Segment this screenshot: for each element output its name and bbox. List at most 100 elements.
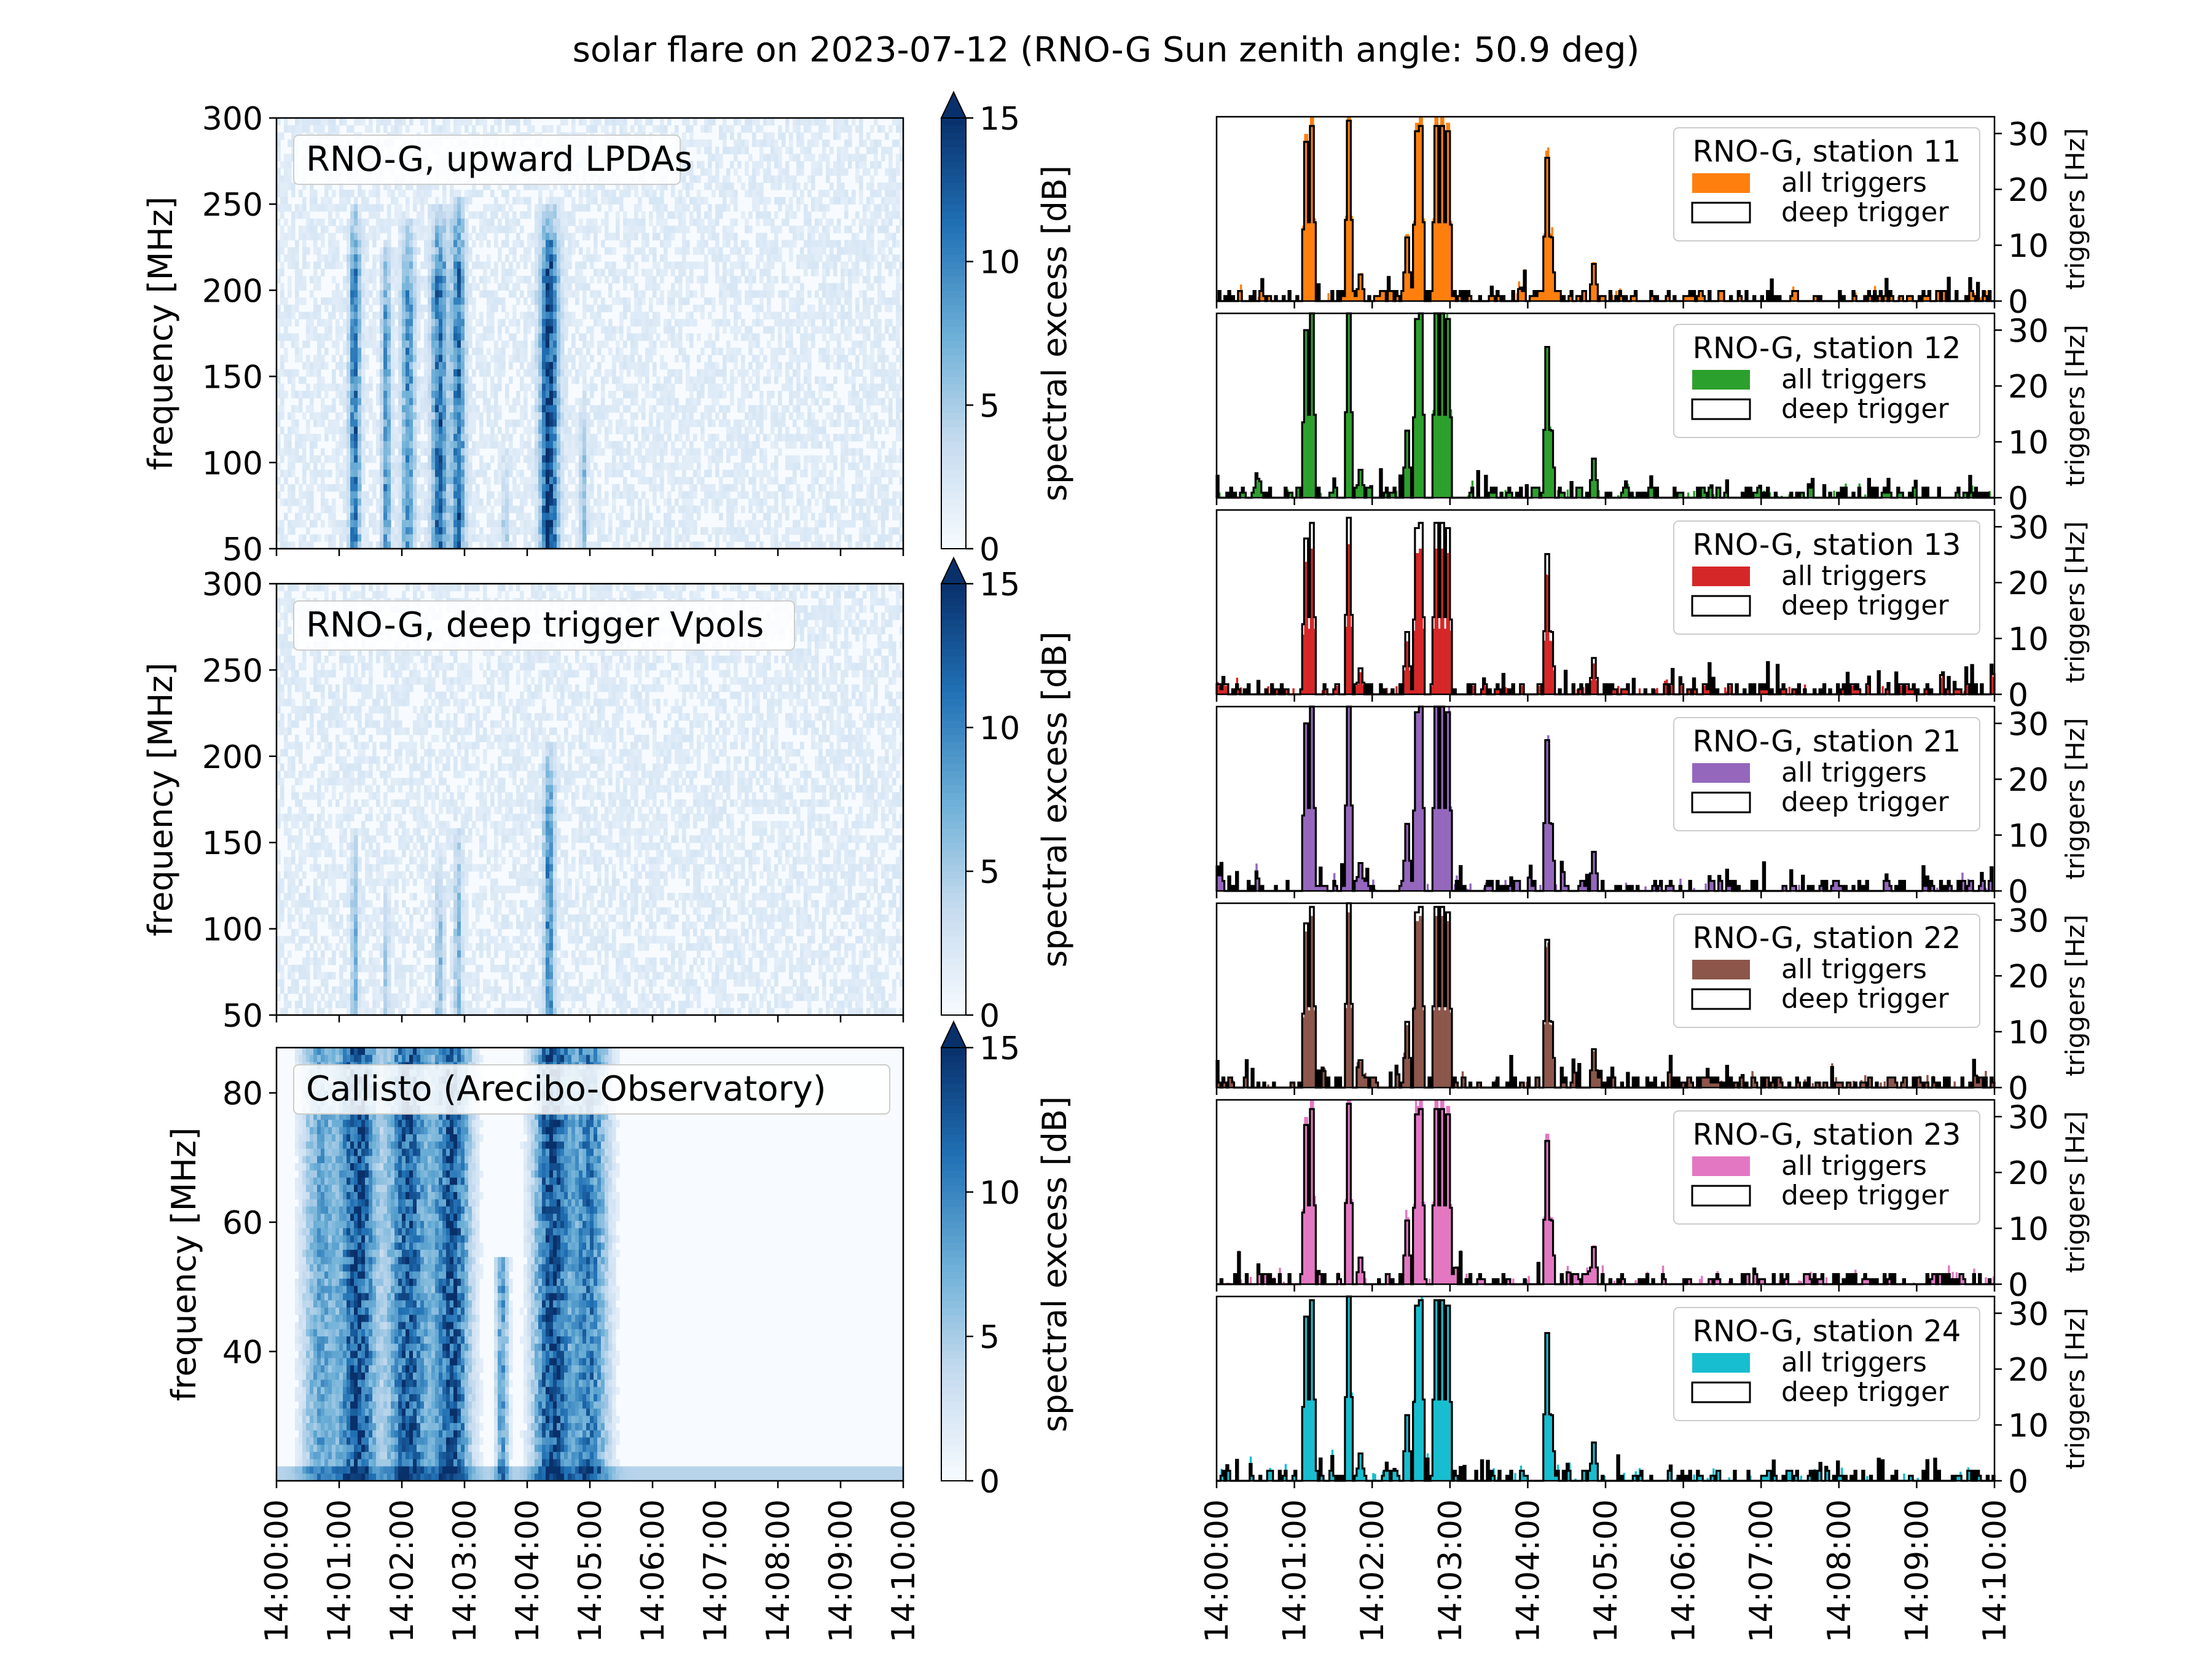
heatmap-cell [413,441,417,449]
heatmap-cell [594,369,598,377]
heatmap-cell [461,240,465,248]
heatmap-cell [560,362,565,369]
heatmap-cell [413,269,417,276]
heatmap-cell [288,161,292,168]
heatmap-cell [494,204,498,211]
heatmap-cell [321,420,325,427]
heatmap-cell [461,441,465,449]
heatmap-cell [324,412,329,420]
heatmap-cell [546,484,550,492]
heatmap-cell [450,197,454,205]
heatmap-cell [616,492,620,499]
heatmap-cell [627,254,631,262]
heatmap-cell [343,204,347,211]
heatmap-cell [619,348,624,355]
heatmap-cell [324,383,329,391]
heatmap-cell [686,412,690,420]
heatmap-cell [431,226,436,233]
heatmap-cell [682,513,686,520]
heatmap-cell [424,340,428,348]
heatmap-cell [483,204,487,211]
heatmap-cell [369,226,373,233]
heatmap-cell [678,520,683,527]
heatmap-cell [347,276,351,283]
heatmap-cell [420,470,425,477]
heatmap-cell [535,477,539,484]
heatmap-cell [682,118,686,125]
heatmap-cell [332,355,336,363]
heatmap-cell [557,398,561,406]
heatmap-cell [450,484,454,492]
heatmap-cell [627,448,631,455]
heatmap-cell [634,527,638,535]
heatmap-cell [358,527,362,535]
heatmap-cell [708,369,712,377]
heatmap-cell [531,426,535,434]
heatmap-cell [306,420,310,427]
heatmap-cell [597,520,602,527]
heatmap-cell [660,441,664,449]
heatmap-cell [638,290,642,297]
heatmap-cell [546,226,550,233]
heatmap-cell [453,269,458,276]
heatmap-cell [354,535,358,542]
heatmap-cell [619,463,624,470]
heatmap-cell [700,377,705,384]
heatmap-cell [453,535,458,542]
heatmap-cell [542,470,546,477]
heatmap-cell [365,362,369,369]
heatmap-cell [660,226,664,233]
heatmap-cell [494,498,498,506]
heatmap-cell [428,233,432,240]
heatmap-cell [671,398,675,406]
heatmap-cell [597,369,602,377]
heatmap-cell [439,513,443,520]
heatmap-cell [686,477,690,484]
heatmap-cell [472,305,476,312]
heatmap-cell [406,506,410,513]
heatmap-cell [476,233,480,240]
heatmap-cell [487,498,491,506]
heatmap-cell [402,262,406,269]
heatmap-cell [347,219,351,226]
heatmap-cell [299,355,303,363]
heatmap-cell [509,527,513,535]
heatmap-cell [310,276,314,283]
heatmap-cell [343,297,347,305]
heatmap-cell [505,233,509,240]
heatmap-cell [560,498,565,506]
heatmap-cell [605,125,609,133]
heatmap-cell [453,426,458,434]
heatmap-cell [409,348,414,355]
heatmap-cell [442,513,447,520]
heatmap-cell [590,383,594,391]
heatmap-cell [335,247,340,254]
heatmap-cell [582,535,587,542]
heatmap-cell [291,334,296,341]
heatmap-cell [479,226,484,233]
heatmap-cell [638,125,642,133]
heatmap-cell [391,513,395,520]
heatmap-cell [284,312,288,319]
heatmap-cell [465,276,469,283]
heatmap-cell [612,334,616,341]
heatmap-cell [387,297,391,305]
heatmap-cell [476,492,480,499]
heatmap-cell [409,355,414,363]
heatmap-cell [291,369,296,377]
heatmap-cell [361,269,366,276]
heatmap-cell [295,254,299,262]
heatmap-cell [406,269,410,276]
heatmap-cell [450,233,454,240]
heatmap-cell [387,118,391,125]
heatmap-cell [560,470,565,477]
heatmap-cell [708,147,712,154]
heatmap-cell [428,420,432,427]
heatmap-cell [671,334,675,341]
heatmap-cell [450,405,454,412]
heatmap-cell [402,334,406,341]
heatmap-cell [479,498,484,506]
heatmap-cell [535,262,539,269]
heatmap-cell [675,340,679,348]
heatmap-cell [501,305,506,312]
